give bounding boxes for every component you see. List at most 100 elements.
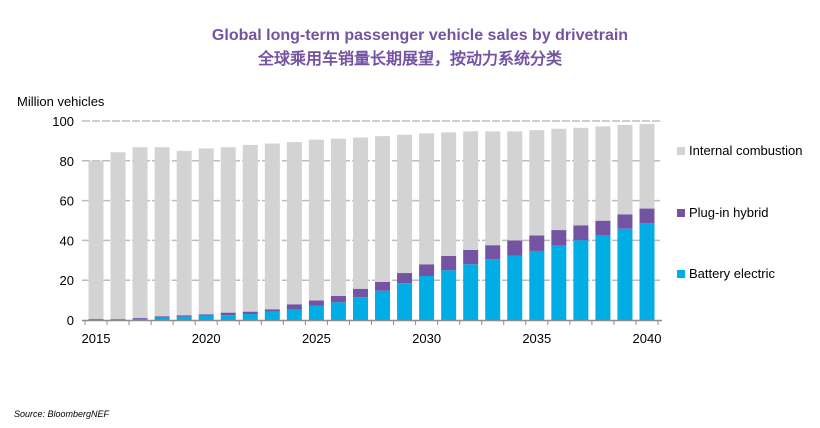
bar-segment-internal-combustion <box>529 130 545 236</box>
bar-segment-battery-electric <box>352 297 368 320</box>
bar-segment-battery-electric <box>154 317 170 320</box>
bar-segment-internal-combustion <box>88 160 104 320</box>
legend-label: Internal combustion <box>689 143 803 158</box>
y-tick-label: 80 <box>60 154 74 169</box>
chart-title: Global long-term passenger vehicle sales… <box>211 27 629 44</box>
legend-label: Plug-in hybrid <box>689 205 769 220</box>
bar-segment-internal-combustion <box>617 124 633 215</box>
bar-segment-internal-combustion <box>220 147 236 313</box>
bar-segment-battery-electric <box>264 311 280 320</box>
bar-segment-battery-electric <box>617 228 633 320</box>
bar-segment-battery-electric <box>485 259 501 320</box>
bar-segment-plug-in-hybrid <box>198 314 214 316</box>
bar-segment-plug-in-hybrid <box>264 309 280 312</box>
bar-segment-plug-in-hybrid <box>132 318 148 319</box>
bar-segment-internal-combustion <box>639 123 655 209</box>
bar-segment-battery-electric <box>507 255 523 320</box>
x-tick-label: 2015 <box>82 331 111 346</box>
bar-segment-battery-electric <box>573 240 589 320</box>
bar-segment-battery-electric <box>220 315 236 320</box>
bar-segment-battery-electric <box>551 245 567 320</box>
bar-segment-plug-in-hybrid <box>441 255 457 271</box>
bar-segment-battery-electric <box>463 264 479 320</box>
bar-segment-plug-in-hybrid <box>375 281 391 291</box>
legend-swatch <box>677 269 685 278</box>
bar-segment-battery-electric <box>242 314 258 320</box>
y-tick-label: 0 <box>67 313 74 328</box>
bar-segment-battery-electric <box>529 250 545 320</box>
bar-segment-internal-combustion <box>551 128 567 231</box>
bar-segment-battery-electric <box>595 235 611 320</box>
bar-segment-battery-electric <box>198 315 214 320</box>
bar-segment-internal-combustion <box>330 138 346 296</box>
x-tick-label: 2040 <box>633 331 662 346</box>
bar-segment-internal-combustion <box>286 142 302 305</box>
bar-segment-plug-in-hybrid <box>352 288 368 298</box>
legend-item-battery-electric: Battery electric <box>677 266 775 281</box>
bar-segment-battery-electric <box>308 305 324 320</box>
bar-segment-internal-combustion <box>375 136 391 282</box>
legend-item-plug-in-hybrid: Plug-in hybrid <box>677 205 769 220</box>
bar-segment-battery-electric <box>286 309 302 320</box>
bar-segment-plug-in-hybrid <box>529 235 545 251</box>
bar-segment-internal-combustion <box>419 133 435 265</box>
bar-segment-plug-in-hybrid <box>419 264 435 277</box>
source-note: Source: BloombergNEF <box>14 409 110 419</box>
y-tick-label: 60 <box>60 194 74 209</box>
bar-segment-battery-electric <box>110 319 126 320</box>
bar-segment-internal-combustion <box>595 126 611 221</box>
bar-segment-plug-in-hybrid <box>330 295 346 303</box>
bar-segment-plug-in-hybrid <box>154 316 170 318</box>
bar-segment-plug-in-hybrid <box>286 304 302 310</box>
bar-segment-internal-combustion <box>176 150 192 316</box>
bar-segment-plug-in-hybrid <box>507 240 523 256</box>
bar-segment-battery-electric <box>419 276 435 320</box>
x-tick-label: 2030 <box>412 331 441 346</box>
legend-label: Battery electric <box>689 266 775 281</box>
bar-segment-battery-electric <box>88 319 104 320</box>
bar-segment-plug-in-hybrid <box>308 300 324 306</box>
bar-segment-internal-combustion <box>308 139 324 301</box>
y-tick-label: 100 <box>52 114 74 129</box>
bar-segment-internal-combustion <box>485 131 501 246</box>
bar-segment-internal-combustion <box>573 127 589 226</box>
chart-subtitle: 全球乘用车销量长期展望，按动力系统分类 <box>257 49 562 68</box>
bar-segment-battery-electric <box>639 223 655 320</box>
y-tick-label: 40 <box>60 233 74 248</box>
bar-segment-internal-combustion <box>352 137 368 289</box>
bar-segment-plug-in-hybrid <box>220 312 236 316</box>
bar-segment-internal-combustion <box>441 132 457 256</box>
x-tick-label: 2035 <box>522 331 551 346</box>
bar-segment-plug-in-hybrid <box>242 311 258 315</box>
bar-segment-plug-in-hybrid <box>463 249 479 265</box>
y-tick-label: 20 <box>60 273 74 288</box>
bar-segment-internal-combustion <box>242 144 258 312</box>
bar-segment-plug-in-hybrid <box>397 273 413 284</box>
bar-segment-internal-combustion <box>198 148 214 315</box>
bar-segment-battery-electric <box>330 302 346 320</box>
bar-segment-plug-in-hybrid <box>573 225 589 241</box>
bar-segment-internal-combustion <box>463 131 479 250</box>
bar-segment-internal-combustion <box>110 152 126 319</box>
bar-segment-internal-combustion <box>397 134 413 274</box>
x-tick-label: 2025 <box>302 331 331 346</box>
bar-segment-battery-electric <box>132 318 148 320</box>
bar-segment-plug-in-hybrid <box>639 208 655 224</box>
y-axis-label: Million vehicles <box>17 94 105 109</box>
bar-segment-internal-combustion <box>264 143 280 310</box>
bar-segment-internal-combustion <box>154 147 170 317</box>
legend-swatch <box>677 146 685 155</box>
bar-segment-plug-in-hybrid <box>595 220 611 236</box>
bar-segment-battery-electric <box>397 283 413 320</box>
bar-segment-plug-in-hybrid <box>551 230 567 246</box>
bar-segment-battery-electric <box>375 290 391 320</box>
legend-swatch <box>677 208 685 217</box>
bar-segment-battery-electric <box>176 316 192 320</box>
x-tick-label: 2020 <box>192 331 221 346</box>
bar-segment-internal-combustion <box>507 131 523 241</box>
bar-segment-battery-electric <box>441 270 457 320</box>
bar-segment-plug-in-hybrid <box>176 315 192 317</box>
legend-item-internal-combustion: Internal combustion <box>677 143 802 158</box>
bar-segment-plug-in-hybrid <box>485 245 501 260</box>
